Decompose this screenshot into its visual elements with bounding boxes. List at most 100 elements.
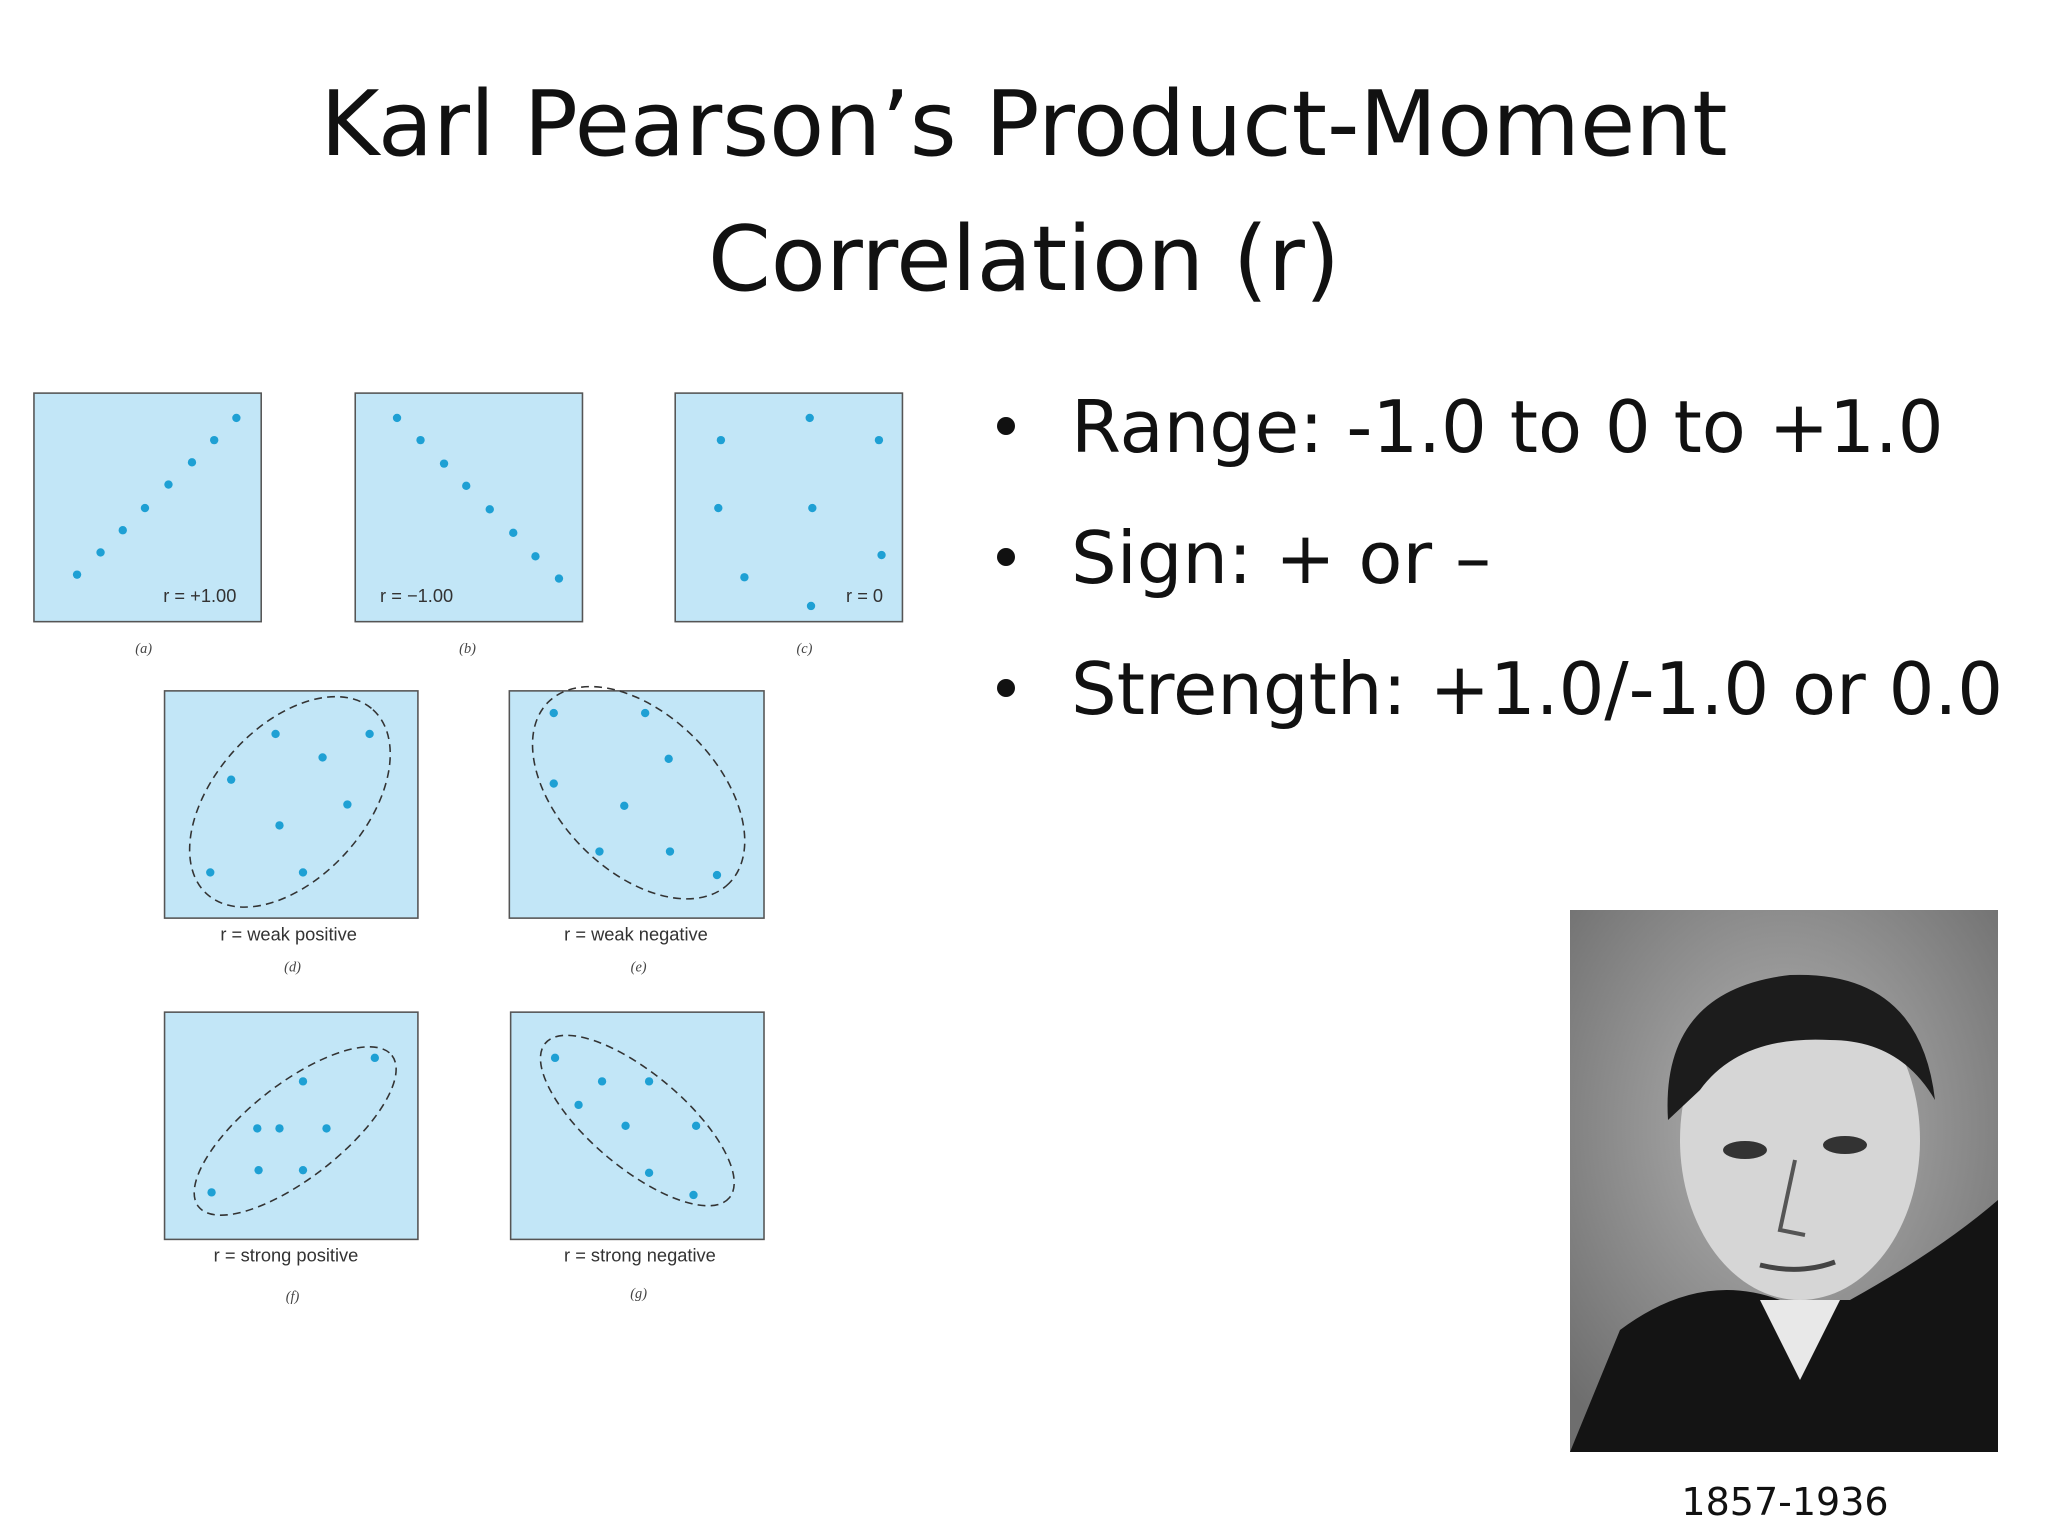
panel-label: r = −1.00 — [380, 585, 453, 606]
portrait-hair — [1667, 974, 1935, 1120]
panel-dot — [549, 708, 558, 718]
panel-dot — [226, 775, 236, 784]
panel-tag: (g) — [630, 1286, 647, 1302]
panel-dot — [210, 435, 219, 445]
panel-dot — [275, 821, 284, 830]
scatter-panel: r = 0 (c) — [674, 392, 904, 657]
panel-dot — [808, 503, 817, 513]
portrait-nose — [1777, 1159, 1806, 1237]
portrait-eye — [1823, 1136, 1867, 1154]
correlation-figure: r = +1.00 (a) r = −1.00 (b) r = 0 (c) r = weak… — [33, 392, 904, 1305]
panel-tag: (b) — [459, 641, 476, 657]
panel-dot — [644, 1077, 654, 1086]
bullet-text: Strength: +1.0/-1.0 or 0.0 — [1071, 647, 2003, 731]
bullet-text: Sign: + or – — [1071, 516, 1491, 600]
panel-tag: (c) — [797, 641, 813, 657]
panel-dot — [370, 1053, 380, 1063]
panel-dot — [164, 480, 173, 489]
panel-dot — [253, 1124, 262, 1133]
panel-tag: (a) — [135, 641, 152, 657]
scatter-panel: r = strong negative (g) — [509, 1011, 765, 1302]
panel-dot — [318, 753, 327, 762]
panel-dot — [595, 847, 604, 856]
title-line: Karl Pearson’s Product-Moment — [320, 72, 1727, 177]
panel-dot — [716, 435, 726, 445]
panel-dot — [877, 550, 886, 560]
bullet-dot — [997, 417, 1015, 435]
panel-label: r = +1.00 — [163, 585, 236, 606]
scatter-panel: r = weak negative (e) — [508, 685, 765, 976]
bullet-list: Range: -1.0 to 0 to +1.0 Sign: + or – Stre… — [997, 385, 2003, 731]
panel-dot — [439, 459, 449, 468]
panel-dot — [118, 526, 127, 535]
panel-dot — [549, 779, 558, 788]
panel-tag: (e) — [631, 960, 647, 976]
panel-dot — [254, 1165, 263, 1175]
panel-dot — [644, 1168, 654, 1177]
panel-dot — [207, 1188, 216, 1197]
panel-dot — [620, 801, 629, 810]
panel-dot — [462, 481, 471, 491]
panel-dot — [72, 570, 82, 579]
panel-caption: r = weak negative — [564, 923, 708, 944]
panel-dot — [140, 503, 150, 513]
scatter-panel: r = −1.00 (b) — [354, 392, 584, 657]
panel-dot — [206, 868, 215, 877]
panel-dot — [874, 435, 884, 445]
panel-dot — [640, 708, 650, 718]
panel-dot — [621, 1121, 630, 1130]
panel-dot — [805, 413, 814, 423]
bullet-dot — [997, 679, 1015, 697]
panel-dot — [187, 458, 197, 467]
panel-dot — [550, 1053, 560, 1063]
panel-box — [354, 392, 584, 623]
panel-ellipse — [193, 1046, 397, 1216]
panel-dot — [232, 413, 241, 423]
panel-box — [508, 690, 765, 919]
title-line: Correlation (r) — [708, 207, 1340, 312]
portrait-caption: 1857-1936 — [1681, 1480, 1888, 1524]
panel-dot — [689, 1190, 698, 1200]
panel-dot — [509, 528, 518, 538]
panel-dot — [271, 729, 280, 739]
panel-caption: r = weak positive — [220, 923, 357, 944]
panel-dot — [365, 729, 374, 739]
panel-tag: (d) — [284, 960, 301, 976]
panel-ellipse — [539, 1034, 735, 1207]
bullet-text: Range: -1.0 to 0 to +1.0 — [1071, 385, 1944, 469]
scatter-panel: r = weak positive (d) — [163, 690, 419, 976]
panel-dot — [554, 574, 564, 583]
panel-dot — [691, 1121, 701, 1130]
bullet-dot — [997, 548, 1015, 566]
panel-caption: r = strong positive — [214, 1245, 359, 1266]
scatter-panel: r = strong positive (f) — [163, 1011, 419, 1305]
panel-ellipse — [188, 695, 392, 908]
panel-dot — [574, 1100, 583, 1110]
scatter-panel: r = +1.00 (a) — [33, 392, 262, 657]
panel-box — [674, 392, 904, 623]
panel-dot — [597, 1077, 607, 1086]
portrait-face — [1680, 980, 1920, 1300]
panel-dot — [531, 552, 540, 561]
panel-dot — [298, 1077, 308, 1086]
panel-dot — [392, 413, 402, 423]
panel-dot — [322, 1124, 331, 1133]
panel-dot — [96, 548, 105, 557]
panel-label: r = 0 — [846, 585, 883, 606]
panel-dot — [664, 754, 673, 763]
panel-caption: r = strong negative — [564, 1245, 716, 1266]
panel-dot — [343, 800, 352, 809]
panel-box — [509, 1011, 765, 1241]
panel-dot — [416, 435, 425, 445]
panel-dot — [740, 573, 749, 582]
panel-dot — [298, 868, 308, 877]
panel-dot — [714, 503, 723, 513]
panel-dot — [806, 601, 816, 611]
portrait — [1570, 910, 1998, 1452]
panel-dot — [485, 505, 494, 514]
panel-tag: (f) — [286, 1289, 300, 1305]
panel-dot — [298, 1165, 308, 1175]
panel-dot — [275, 1124, 284, 1133]
panel-box — [163, 1011, 419, 1241]
